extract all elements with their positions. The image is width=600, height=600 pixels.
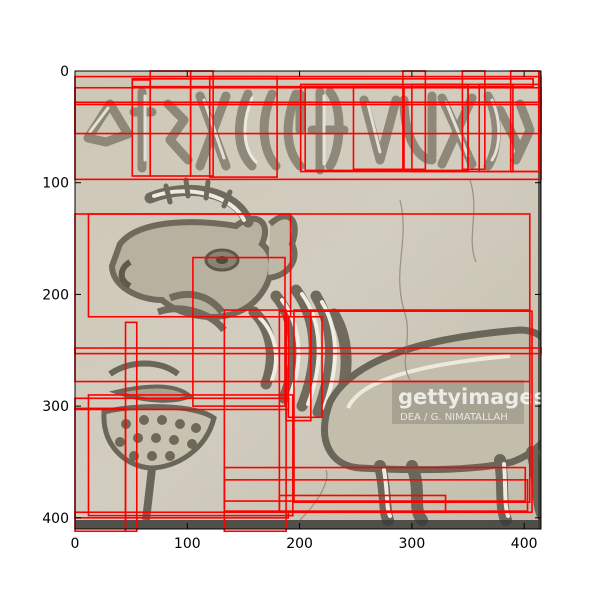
bounding-box-19 <box>192 256 286 407</box>
y-tick-label: 200 <box>42 287 69 303</box>
ritual-standard <box>101 360 217 521</box>
x-tick-label: 100 <box>174 536 201 552</box>
y-axis: 0 100 200 300 400 <box>42 64 541 527</box>
y-tick-label: 300 <box>42 399 69 415</box>
bounding-box-11 <box>411 83 469 173</box>
axes-frame <box>74 70 542 530</box>
x-tick-label: 400 <box>511 536 538 552</box>
getty-watermark: gettyimages DEA / G. NIMATALLAH <box>392 380 546 424</box>
x-tick-label: 200 <box>286 536 313 552</box>
watermark-credit: DEA / G. NIMATALLAH <box>400 412 508 423</box>
y-tick-label: 400 <box>42 511 69 527</box>
x-tick-label: 300 <box>399 536 426 552</box>
seal-photograph: gettyimages DEA / G. NIMATALLAH <box>75 71 546 529</box>
bounding-box-26 <box>87 394 294 517</box>
unicorn-head <box>108 177 298 333</box>
y-tick-label: 100 <box>42 176 69 192</box>
watermark-brand: gettyimages <box>398 385 546 409</box>
bounding-box-31 <box>223 479 529 512</box>
x-tick-label: 0 <box>71 536 80 552</box>
bounding-box-13 <box>478 83 514 173</box>
bounding-box-22 <box>287 315 323 419</box>
bounding-box-9 <box>352 85 405 171</box>
bounding-box-24 <box>293 309 531 503</box>
x-axis: 0 100 200 300 400 <box>71 71 538 552</box>
y-tick-label: 0 <box>60 64 69 80</box>
bounding-box-32 <box>278 494 447 514</box>
